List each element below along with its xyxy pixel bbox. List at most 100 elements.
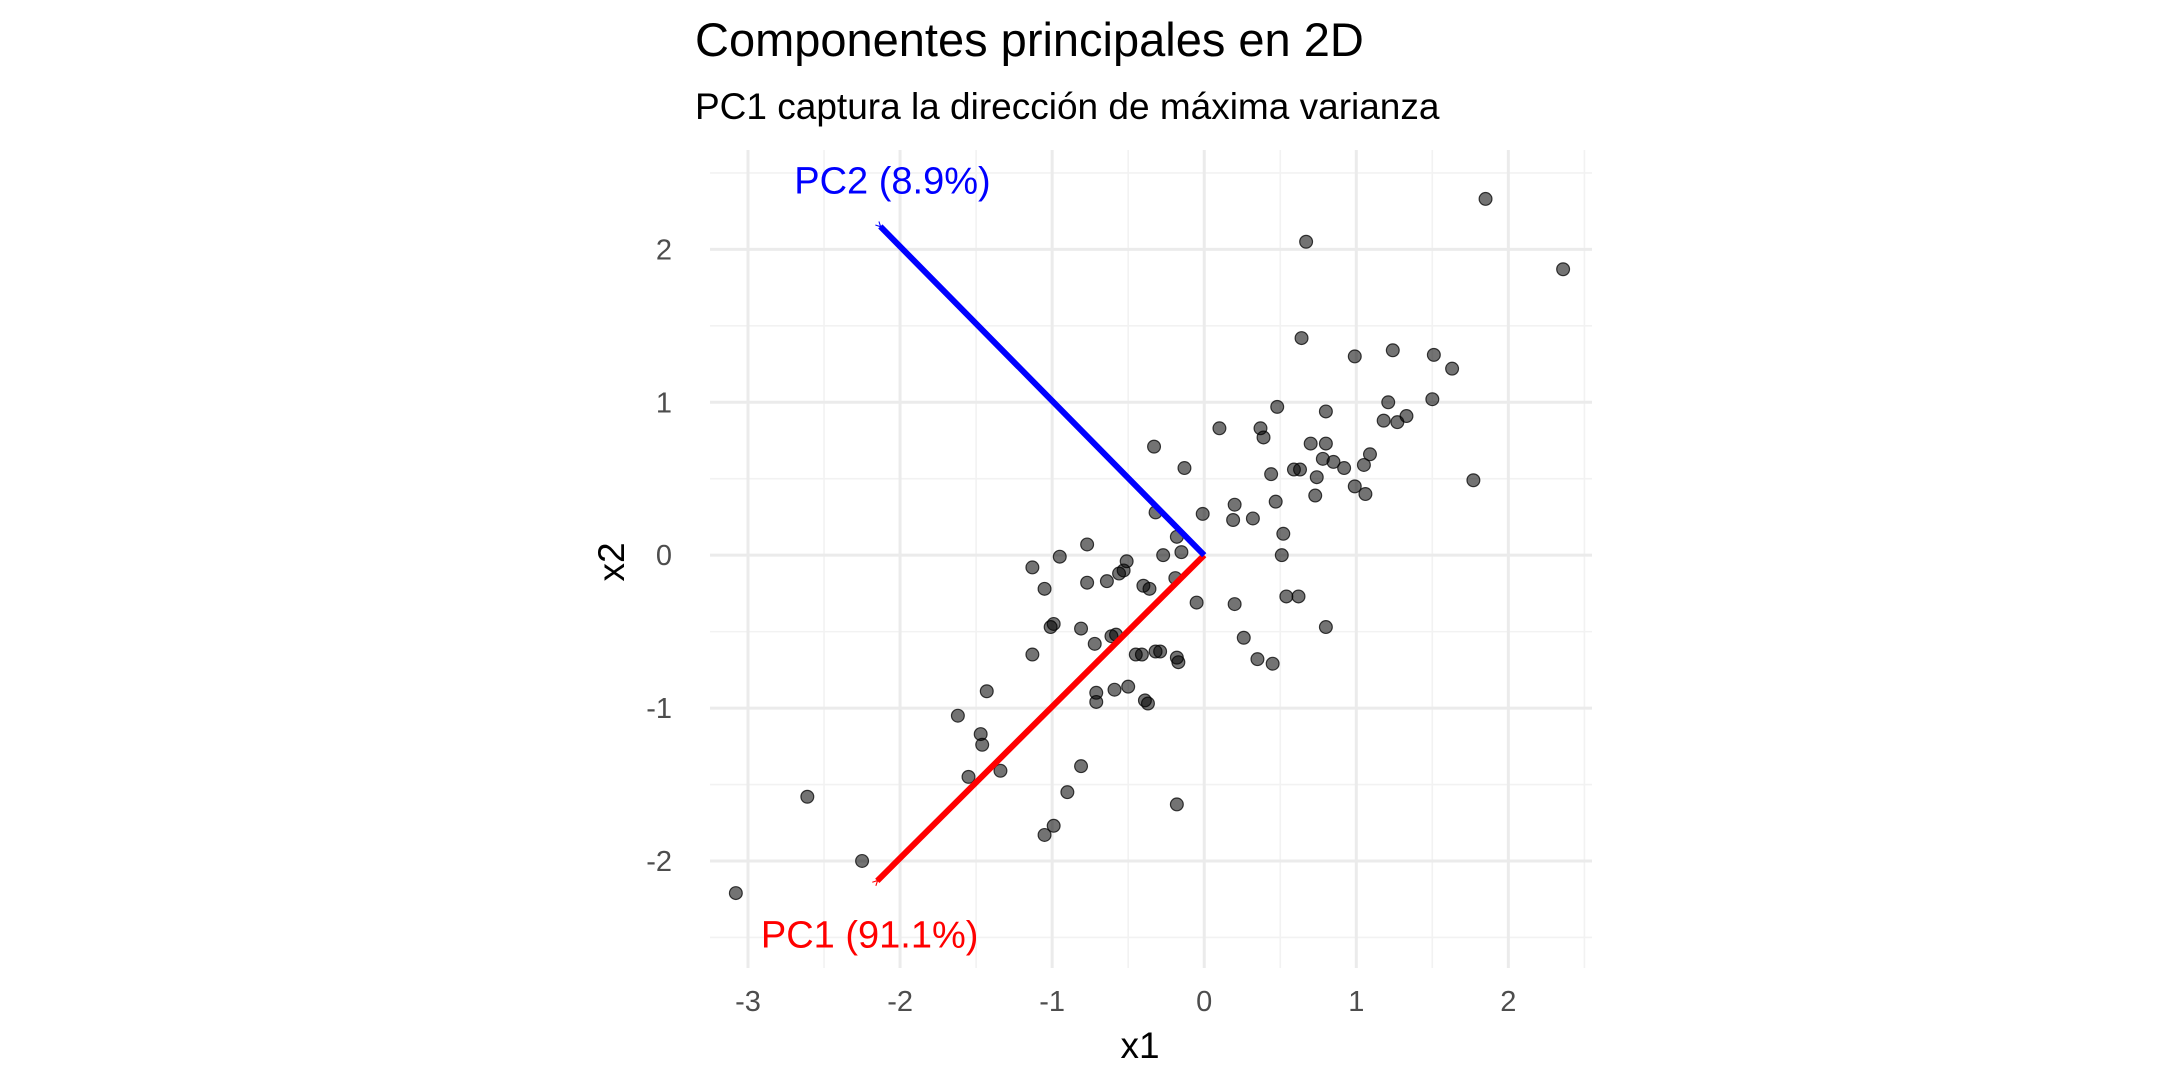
pc-arrows: PC1 (91.1%) PC2 (8.9%) xyxy=(761,161,1207,956)
data-point xyxy=(1227,597,1242,612)
data-point xyxy=(1043,620,1058,635)
data-point xyxy=(1099,574,1114,589)
data-point xyxy=(1279,589,1294,604)
x-tick-label: 1 xyxy=(1348,986,1364,1018)
data-point xyxy=(1212,421,1227,436)
data-point xyxy=(1107,682,1122,697)
data-point xyxy=(1171,655,1186,670)
data-point xyxy=(1356,457,1371,472)
data-point xyxy=(1025,647,1040,662)
data-point xyxy=(1556,262,1571,277)
data-point xyxy=(1326,454,1341,469)
data-point xyxy=(1268,494,1283,509)
data-point xyxy=(975,737,990,752)
data-point xyxy=(1142,581,1157,596)
data-point xyxy=(1299,234,1314,249)
x-tick-labels: -3 -2 -1 0 1 2 xyxy=(735,986,1516,1018)
y-tick-label: 0 xyxy=(656,540,672,572)
y-tick-label: -2 xyxy=(646,846,672,878)
data-point xyxy=(1308,488,1323,503)
data-point xyxy=(1169,797,1184,812)
data-point xyxy=(1390,415,1405,430)
x-tick-label: -2 xyxy=(887,986,913,1018)
pc-arrow xyxy=(877,553,1207,881)
data-point xyxy=(1236,630,1251,645)
data-point xyxy=(1060,785,1075,800)
data-point xyxy=(1276,526,1291,541)
data-point xyxy=(1303,436,1318,451)
data-point xyxy=(1226,513,1241,528)
data-point xyxy=(1376,413,1391,428)
data-point xyxy=(1318,404,1333,419)
data-point xyxy=(1337,461,1352,476)
data-point xyxy=(1121,679,1136,694)
y-tick-labels: -2 -1 0 1 2 xyxy=(646,234,672,878)
data-point xyxy=(950,708,965,723)
data-point xyxy=(1318,436,1333,451)
data-point xyxy=(1037,827,1052,842)
data-point xyxy=(1128,647,1143,662)
data-point xyxy=(1250,652,1265,667)
data-point xyxy=(1425,392,1440,407)
data-point xyxy=(1080,575,1095,590)
data-point xyxy=(1264,467,1279,482)
x-tick-label: -3 xyxy=(735,986,761,1018)
data-point xyxy=(1381,395,1396,410)
data-point xyxy=(728,886,743,901)
data-point xyxy=(979,684,994,699)
data-point xyxy=(1025,560,1040,575)
x-tick-label: 2 xyxy=(1500,986,1516,1018)
data-point xyxy=(1291,589,1306,604)
major-gridlines xyxy=(710,150,1592,968)
data-point xyxy=(1256,430,1271,445)
data-point xyxy=(1037,581,1052,596)
data-point xyxy=(1074,621,1089,636)
data-point xyxy=(1080,537,1095,552)
data-point xyxy=(1318,620,1333,635)
data-point xyxy=(1074,759,1089,774)
data-point xyxy=(1140,696,1155,711)
data-point xyxy=(1046,818,1061,833)
data-point xyxy=(1087,636,1102,651)
data-point xyxy=(1358,487,1373,502)
data-point xyxy=(1274,548,1289,563)
scatter-points xyxy=(728,191,1571,901)
data-point xyxy=(1195,506,1210,521)
data-point xyxy=(1362,447,1377,462)
data-point xyxy=(1309,470,1324,485)
y-tick-label: -1 xyxy=(646,693,672,725)
data-point xyxy=(1174,545,1189,560)
data-point xyxy=(1347,479,1362,494)
minor-gridlines xyxy=(710,150,1592,968)
data-point xyxy=(1156,548,1171,563)
pc-arrow xyxy=(880,226,1207,558)
data-point xyxy=(1245,511,1260,526)
data-point xyxy=(1227,497,1242,512)
chart-title: Componentes principales en 2D xyxy=(695,13,1364,66)
data-point xyxy=(800,789,815,804)
data-point xyxy=(1426,347,1441,362)
data-point xyxy=(1089,694,1104,709)
data-point xyxy=(1052,549,1067,564)
data-point xyxy=(1478,191,1493,206)
data-point xyxy=(1445,361,1460,376)
x-tick-label: -1 xyxy=(1039,986,1065,1018)
data-point xyxy=(1104,629,1119,644)
data-point xyxy=(993,763,1008,778)
data-point xyxy=(1147,439,1162,454)
data-point xyxy=(1293,462,1308,477)
data-point xyxy=(1466,473,1481,488)
data-point xyxy=(1112,566,1127,581)
y-axis-label: x2 xyxy=(591,542,632,581)
y-tick-label: 1 xyxy=(656,387,672,419)
data-point xyxy=(1265,656,1280,671)
data-point xyxy=(1189,595,1204,610)
data-point xyxy=(1270,399,1285,414)
x-axis-label: x1 xyxy=(1120,1025,1159,1066)
x-tick-label: 0 xyxy=(1196,986,1212,1018)
data-point xyxy=(961,769,976,784)
data-point xyxy=(1294,331,1309,346)
data-point xyxy=(1177,461,1192,476)
data-point xyxy=(855,853,870,868)
